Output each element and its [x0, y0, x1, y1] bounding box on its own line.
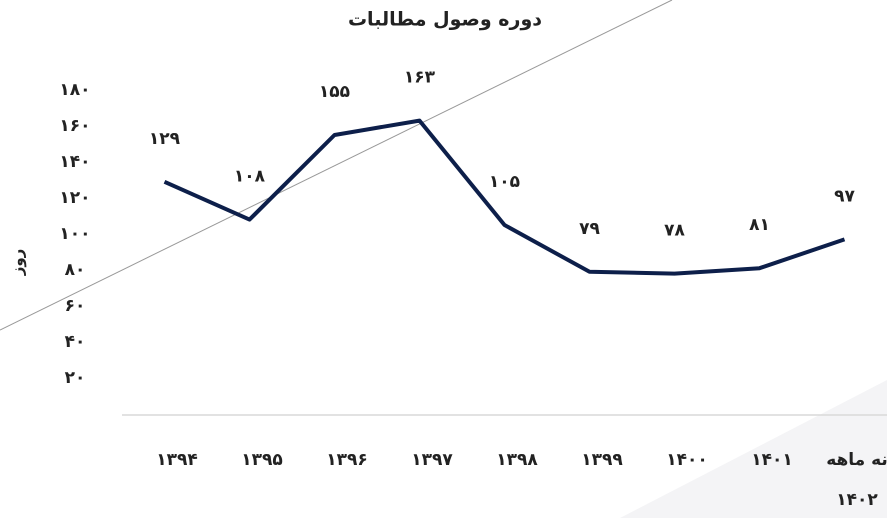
x-tick-label: ۱۳۹۷ [411, 450, 453, 470]
data-label: ۱۰۵ [489, 172, 520, 192]
y-tick-label: ۱۶۰ [59, 116, 90, 136]
chart-title: دوره وصول مطالبات [348, 9, 542, 31]
x-tick-label-box: ۱۴۰۰ [666, 450, 708, 470]
x-tick-label: ۱۳۹۵ [241, 450, 283, 470]
y-tick-label: ۱۸۰ [59, 80, 90, 100]
x-tick-label: نه ماهه ۱۴۰۲ [826, 450, 887, 510]
y-tick-label: ۱۰۰ [59, 224, 90, 244]
line [163, 118, 846, 276]
y-axis-label: روز [9, 249, 27, 277]
x-tick-label: ۱۳۹۸ [496, 450, 538, 470]
data-label: ۹۷ [834, 186, 855, 206]
data-label: ۸۱ [749, 215, 770, 235]
data-label: ۱۵۵ [319, 82, 350, 102]
y-tick-label: ۱۲۰ [59, 188, 90, 208]
x-tick-label: ۱۳۹۹ [581, 450, 623, 470]
x-tick-label-box: ۱۳۹۵ [241, 450, 283, 470]
data-label: ۷۹ [579, 219, 600, 239]
x-tick-label-box: ۱۴۰۱ [751, 450, 793, 470]
x-tick-label: ۱۴۰۰ [666, 450, 708, 470]
data-label: ۱۲۹ [149, 129, 181, 149]
x-tick-label: ۱۴۰۱ [751, 450, 793, 470]
x-tick-label-box: ۱۳۹۷ [411, 450, 453, 470]
y-tick-label: ۸۰ [65, 260, 86, 280]
x-tick-label-box: ۱۳۹۶ [326, 450, 368, 470]
decor-line [0, 0, 673, 331]
x-tick-label-box: نه ماهه ۱۴۰۲ [826, 450, 887, 510]
x-tick-label: ۱۳۹۴ [156, 450, 198, 470]
data-label: ۱۰۸ [234, 167, 266, 187]
x-tick-label-box: ۱۳۹۹ [581, 450, 623, 470]
y-tick-label: ۶۰ [65, 296, 86, 316]
x-tick-label-box: ۱۳۹۴ [156, 450, 198, 470]
y-tick-label: ۱۴۰ [59, 152, 90, 172]
y-tick-label: ۴۰ [65, 332, 86, 352]
data-label: ۱۶۳ [404, 68, 436, 88]
x-tick-label-box: ۱۳۹۸ [496, 450, 538, 470]
y-tick-label: ۲۰ [65, 368, 86, 388]
x-tick-label: ۱۳۹۶ [326, 450, 368, 470]
data-label: ۷۸ [664, 221, 685, 241]
